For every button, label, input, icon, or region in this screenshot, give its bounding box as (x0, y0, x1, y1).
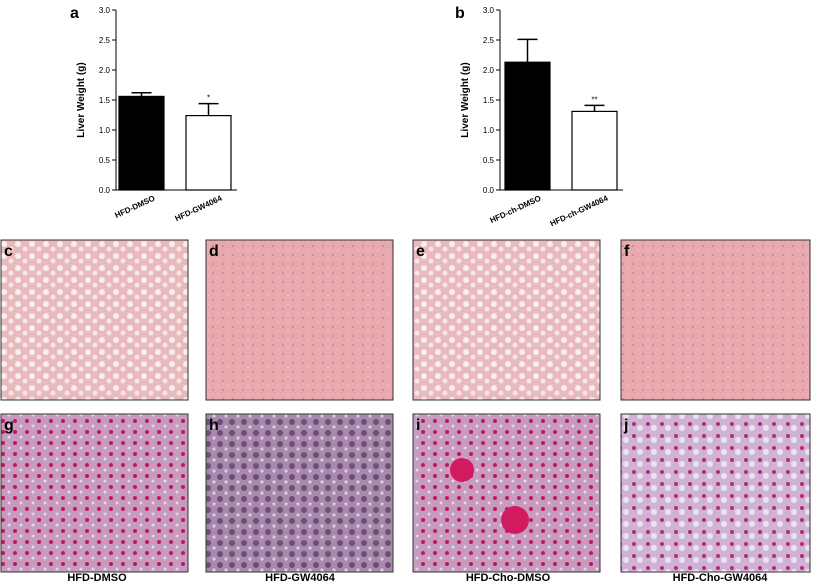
y-tick-label: 2.0 (99, 66, 111, 75)
image (0, 239, 189, 401)
x-tick-label: HFD-ch-GW4064 (549, 193, 610, 228)
histology (0, 239, 811, 573)
image (620, 413, 811, 573)
y-tick-label: 0.5 (99, 156, 111, 165)
caption: HFD-Cho-GW4064 (673, 572, 769, 583)
x-tick-label: HFD-DMSO (113, 194, 156, 220)
y-tick-label: 0.0 (483, 186, 495, 195)
panel-letter: f (624, 243, 630, 260)
caption: HFD-GW4064 (265, 572, 336, 583)
significance: * (207, 94, 210, 103)
image (412, 413, 601, 573)
y-tick-label: 0.0 (99, 186, 111, 195)
stain (450, 458, 474, 482)
y-axis-label: Liver Weight (g) (460, 62, 471, 137)
panel-letter: j (623, 417, 628, 434)
image (620, 239, 811, 401)
y-tick-label: 2.0 (483, 66, 495, 75)
panel-letter: h (209, 417, 219, 434)
bar (185, 114, 232, 191)
image (412, 239, 601, 401)
y-tick-label: 1.0 (483, 126, 495, 135)
y-tick-label: 3.0 (483, 6, 495, 15)
panel-letter: e (416, 243, 425, 260)
y-tick-label: 1.0 (99, 126, 111, 135)
caption: HFD-DMSO (67, 572, 127, 583)
bar (504, 61, 551, 191)
y-tick-label: 2.5 (99, 36, 111, 45)
image (205, 413, 394, 573)
y-tick-label: 3.0 (99, 6, 111, 15)
y-tick-label: 2.5 (483, 36, 495, 45)
bar (571, 110, 618, 191)
y-axis-label: Liver Weight (g) (76, 62, 87, 137)
panel-letter: c (4, 243, 13, 260)
bar (118, 95, 165, 191)
y-tick-label: 1.5 (483, 96, 495, 105)
x-tick-label: HFD-GW4064 (174, 193, 224, 223)
panel-letter: d (209, 243, 219, 260)
y-tick-label: 0.5 (483, 156, 495, 165)
panel-letter: b (455, 5, 465, 22)
panel-letter: a (70, 5, 79, 22)
panel-letter: g (4, 417, 14, 434)
stain (501, 506, 529, 534)
image (0, 413, 189, 573)
caption: HFD-Cho-DMSO (466, 572, 551, 583)
image (205, 239, 394, 401)
x-tick-label: HFD-ch-DMSO (489, 194, 543, 225)
y-tick-label: 1.5 (99, 96, 111, 105)
panel-letter: i (416, 417, 420, 434)
significance: ** (591, 95, 597, 104)
